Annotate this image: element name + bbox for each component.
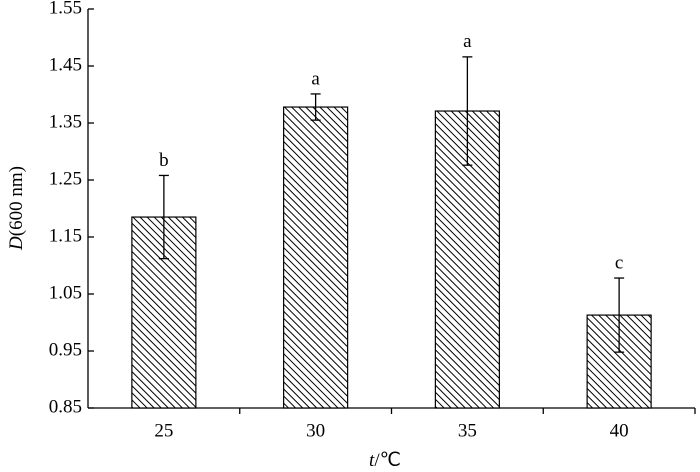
- x-tick-label: 30: [306, 420, 325, 441]
- significance-letter: a: [311, 68, 320, 89]
- bar: [283, 106, 349, 409]
- x-tick-label: 25: [154, 420, 173, 441]
- y-tick-label: 0.85: [49, 396, 82, 417]
- x-tick-label: 40: [610, 420, 629, 441]
- y-tick-label: 1.25: [49, 168, 82, 189]
- y-tick-label: 1.35: [49, 111, 82, 132]
- y-tick-label: 1.05: [49, 282, 82, 303]
- y-tick-label: 0.95: [49, 339, 82, 360]
- y-tick-label: 1.55: [49, 0, 82, 18]
- significance-letter: b: [159, 150, 169, 171]
- y-tick-label: 1.45: [49, 54, 82, 75]
- x-tick-label: 35: [458, 420, 477, 441]
- significance-letter: c: [615, 252, 623, 273]
- y-axis-label: D(600 nm): [6, 166, 27, 251]
- y-tick-label: 1.15: [49, 225, 82, 246]
- significance-letter: a: [463, 31, 472, 52]
- x-axis-label: t/℃: [369, 450, 401, 471]
